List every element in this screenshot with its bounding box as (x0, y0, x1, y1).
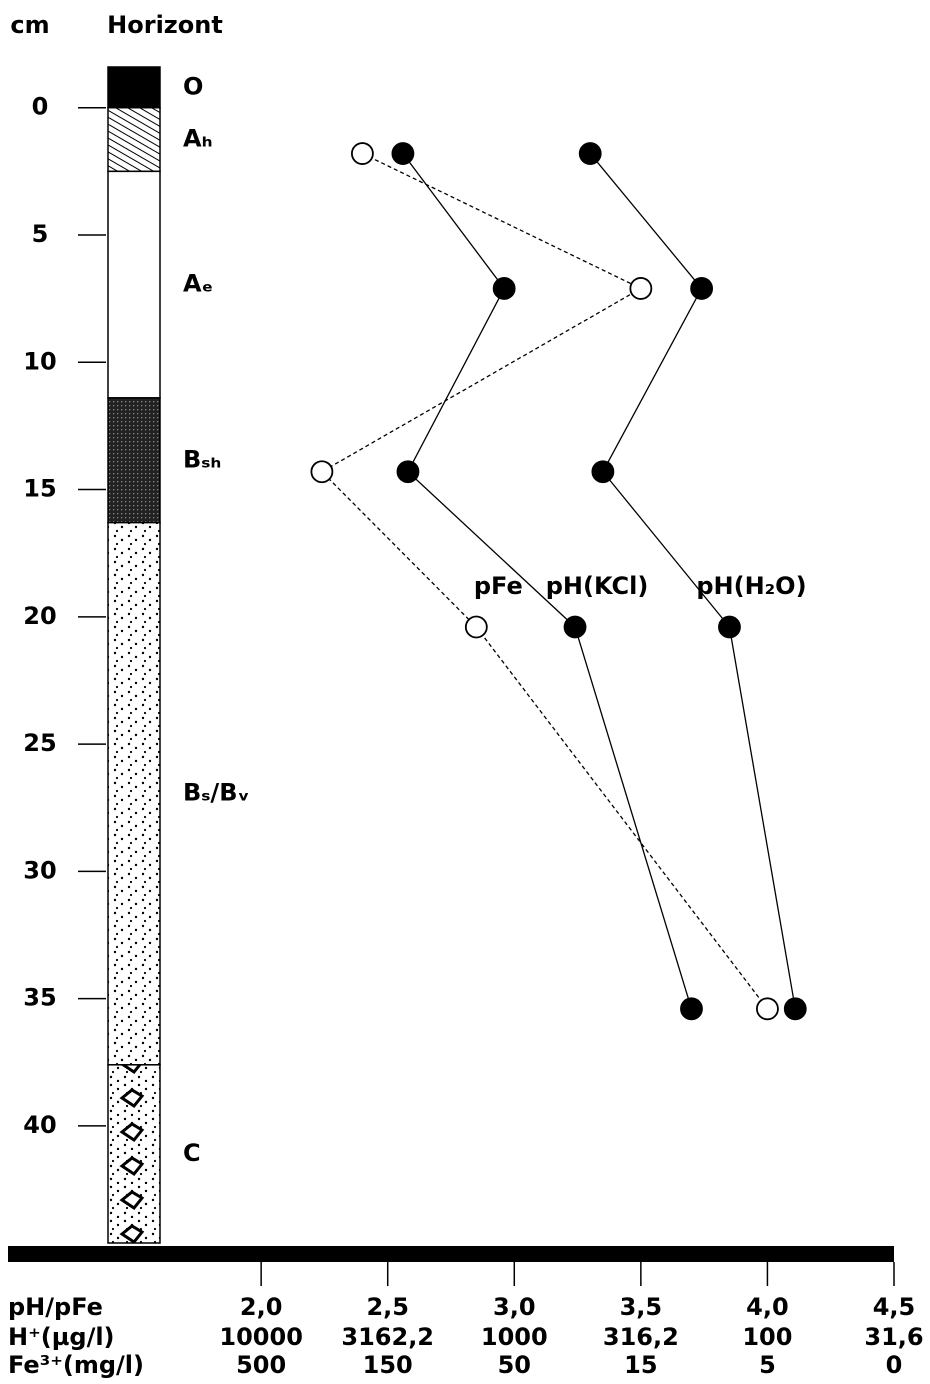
data-point (719, 617, 740, 638)
horizon (108, 523, 160, 1065)
data-point (580, 143, 601, 164)
x-tick-label: 31,6 (864, 1323, 923, 1351)
data-point (681, 998, 702, 1019)
data-point (691, 278, 712, 299)
x-tick-label: 3,5 (620, 1293, 663, 1321)
horizon-label: Aₑ (183, 270, 213, 298)
y-axis-label: cm (10, 11, 49, 39)
data-point (757, 998, 778, 1019)
x-tick-label: 15 (624, 1351, 657, 1379)
horizon-label: Aₕ (183, 125, 213, 153)
y-tick-label: 25 (23, 729, 56, 757)
x-axis-row-label: Fe³⁺(mg/l) (8, 1351, 144, 1379)
y-tick-label: 5 (32, 220, 49, 248)
x-tick-label: 50 (498, 1351, 531, 1379)
chart: cm Horizont O Aₕ Aₑ Bₛₕ Bₛ/Bᵥ C 0 5 10 15 20 25 30 35… (0, 0, 930, 1384)
x-tick-label: 316,2 (603, 1323, 679, 1351)
series-label: pFe (474, 572, 523, 600)
y-tick-label: 15 (23, 475, 56, 503)
y-tick-label: 10 (23, 347, 56, 375)
y-tick-label: 35 (23, 984, 56, 1012)
horizon-label: Bₛ/Bᵥ (183, 779, 250, 807)
x-tick-label: 4,5 (873, 1293, 916, 1321)
column-label: Horizont (107, 11, 223, 39)
data-point (565, 617, 586, 638)
x-tick-label: 10000 (219, 1323, 303, 1351)
horizon-label: O (183, 72, 203, 100)
y-tick-label: 40 (23, 1111, 56, 1139)
x-tick-label: 2,0 (240, 1293, 283, 1321)
series-label: pH(KCl) (546, 572, 649, 600)
horizon-label: C (183, 1139, 201, 1167)
x-tick-label: 4,0 (746, 1293, 789, 1321)
x-tick-label: 3,0 (493, 1293, 536, 1321)
x-tick-label: 150 (363, 1351, 413, 1379)
x-tick-label: 0 (886, 1351, 903, 1379)
x-tick-label: 2,5 (366, 1293, 409, 1321)
horizon (108, 398, 160, 523)
x-tick-label: 500 (236, 1351, 286, 1379)
x-tick-label: 3162,2 (341, 1323, 434, 1351)
data-point (592, 461, 613, 482)
y-tick-label: 20 (23, 602, 56, 630)
x-tick-label: 100 (742, 1323, 792, 1351)
data-point (352, 143, 373, 164)
horizon (108, 108, 160, 172)
series-label: pH(H₂O) (696, 572, 806, 600)
x-axis-row-label: H⁺(µg/l) (8, 1323, 115, 1351)
data-point (466, 617, 487, 638)
x-axis-row-label: pH/pFe (8, 1293, 103, 1321)
data-point (630, 278, 651, 299)
y-tick-label: 0 (32, 93, 49, 121)
x-axis-bar (8, 1246, 894, 1262)
x-tick-label: 1000 (481, 1323, 548, 1351)
data-point (311, 461, 332, 482)
horizon-label: Bₛₕ (183, 445, 221, 473)
data-point (785, 998, 806, 1019)
horizon (108, 67, 160, 108)
x-tick-label: 5 (759, 1351, 776, 1379)
horizon (108, 171, 160, 398)
y-tick-label: 30 (23, 856, 56, 884)
horizon (108, 1065, 160, 1243)
data-point (397, 461, 418, 482)
data-point (494, 278, 515, 299)
data-point (392, 143, 413, 164)
